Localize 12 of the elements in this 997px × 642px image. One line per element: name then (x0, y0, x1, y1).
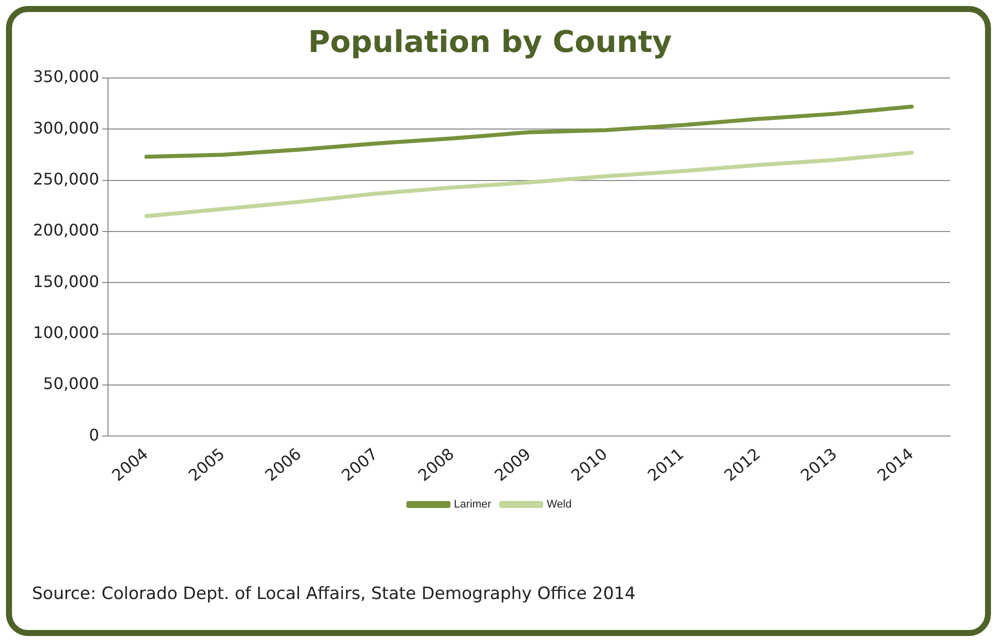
chart-title: Population by County (308, 24, 672, 60)
y-tick-label: 50,000 (43, 374, 100, 394)
y-tick-label: 0 (88, 425, 100, 444)
y-tick-label: 250,000 (32, 169, 100, 188)
legend-label: Weld (546, 498, 572, 511)
y-tick-label: 150,000 (32, 272, 100, 291)
legend-label: Larimer (454, 498, 492, 511)
y-tick-label: 350,000 (32, 67, 100, 86)
y-tick-label: 100,000 (32, 322, 100, 342)
y-tick-label: 300,000 (32, 118, 100, 138)
y-tick-label: 200,000 (32, 220, 100, 240)
source-note: Source: Colorado Dept. of Local Affairs, State Demography Office 2014 (32, 584, 636, 604)
